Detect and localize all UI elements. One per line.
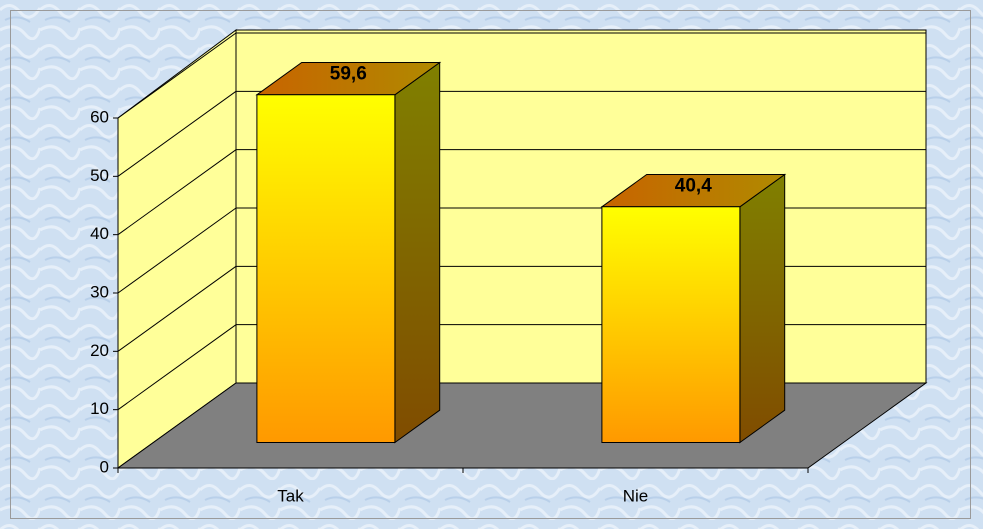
bar-front	[256, 94, 396, 443]
chart-border	[10, 10, 971, 519]
y-tick-label: 40	[90, 224, 109, 243]
data-label: 40,4	[675, 176, 712, 197]
bar-side	[394, 61, 441, 444]
bar	[255, 61, 442, 444]
x-tick-label: Nie	[623, 486, 649, 505]
grid-line	[117, 32, 237, 119]
bar-side	[739, 173, 786, 444]
bar	[600, 173, 787, 444]
y-tick-label: 60	[90, 107, 109, 126]
data-label: 59,6	[330, 64, 367, 85]
grid-line	[117, 265, 237, 352]
x-tick-label: Tak	[277, 486, 304, 505]
grid-line	[117, 149, 237, 236]
floor	[116, 382, 928, 469]
grid-line	[117, 90, 237, 177]
y-tick-label: 50	[90, 166, 109, 185]
y-tick-label: 0	[100, 457, 109, 476]
grid-line	[117, 324, 237, 411]
y-tick-label: 10	[90, 399, 109, 418]
grid-line	[117, 207, 237, 294]
y-tick-label: 30	[90, 282, 109, 301]
y-tick-label: 20	[90, 341, 109, 360]
bar-front	[601, 206, 741, 443]
